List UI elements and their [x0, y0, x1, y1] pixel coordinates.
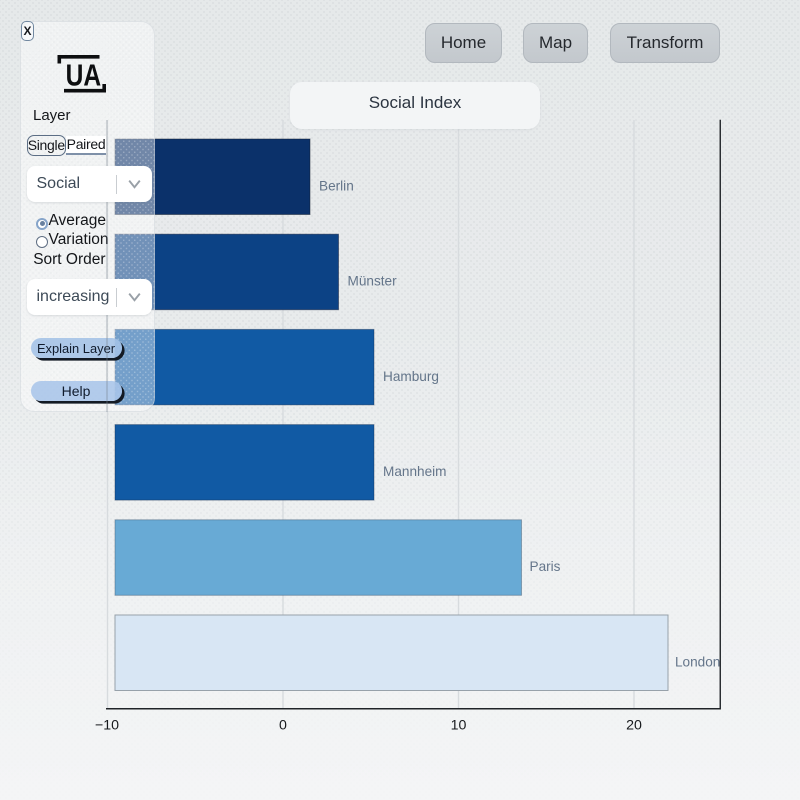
svg-text:Paris: Paris — [530, 559, 561, 574]
svg-text:0: 0 — [279, 717, 287, 733]
svg-text:UA: UA — [66, 57, 102, 92]
svg-text:Berlin: Berlin — [319, 178, 354, 193]
svg-text:Hamburg: Hamburg — [383, 369, 439, 384]
svg-text:10: 10 — [451, 717, 467, 733]
svg-text:Münster: Münster — [348, 274, 398, 289]
svg-text:−10: −10 — [95, 717, 119, 733]
svg-text:London: London — [675, 654, 720, 669]
svg-text:20: 20 — [626, 717, 642, 733]
svg-text:Mannheim: Mannheim — [383, 464, 446, 479]
